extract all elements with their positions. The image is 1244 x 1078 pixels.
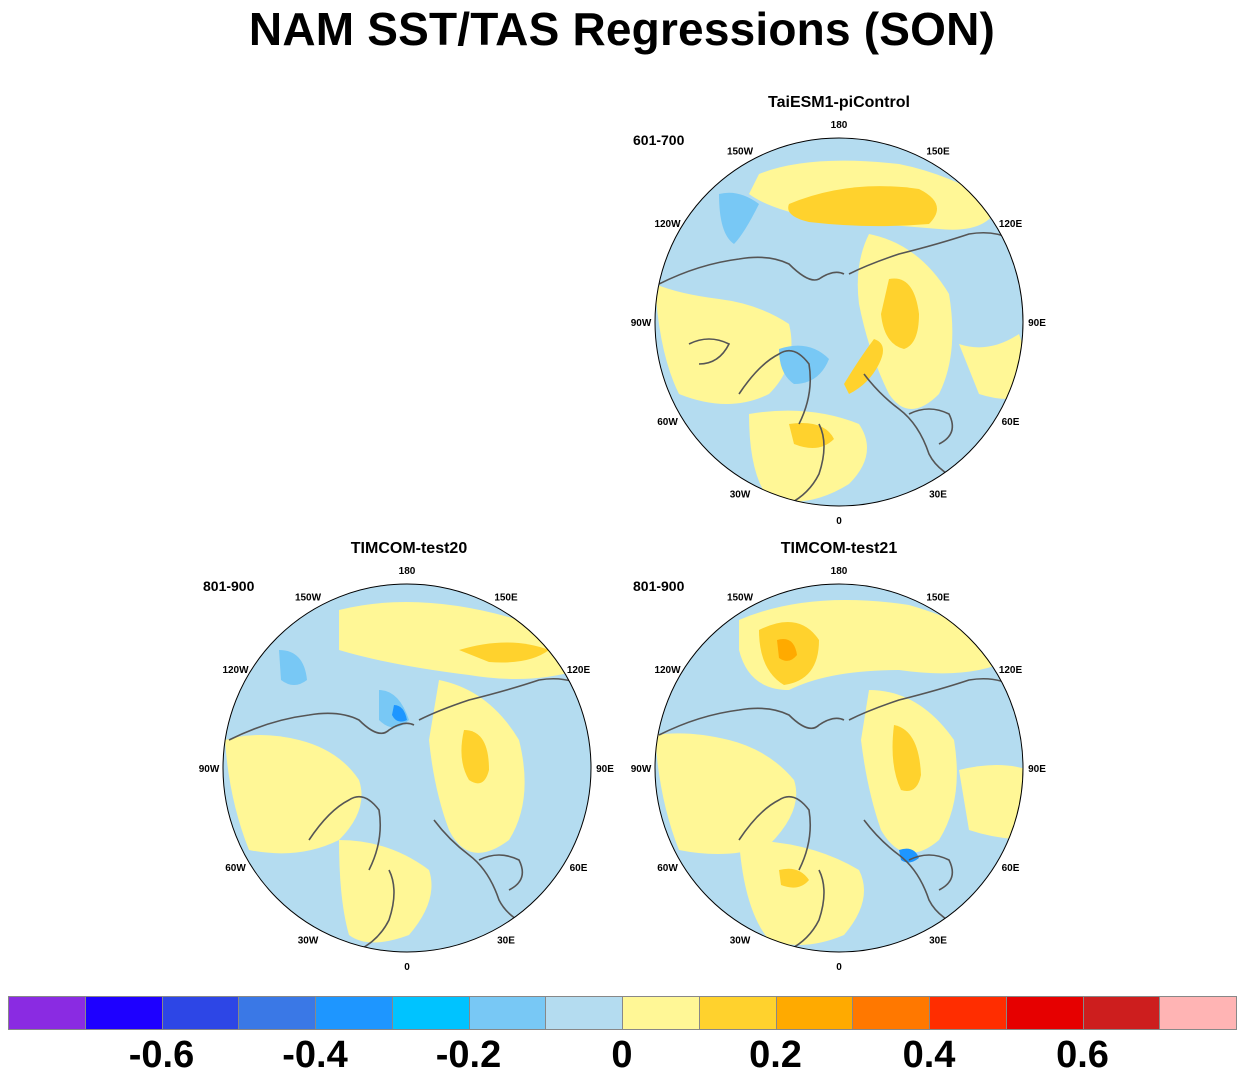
longitude-label: 120W [654, 219, 681, 230]
longitude-label: 150W [727, 593, 754, 604]
panel-title: TaiESM1-piControl [768, 94, 910, 111]
longitude-label: 150E [926, 593, 950, 604]
coastlines [658, 677, 1020, 951]
longitude-label: 30W [730, 490, 751, 501]
longitude-label: 150E [494, 593, 518, 604]
longitude-label: 90E [596, 764, 614, 775]
field-contours [655, 584, 1023, 952]
longitude-label: 60W [657, 863, 678, 874]
longitude-label: 90E [1028, 318, 1046, 329]
colorbar-labels: -0.6 -0.4 -0.2 0 0.2 0.4 0.6 [0, 1034, 1244, 1078]
map-boundary [654, 583, 1024, 953]
polar-map: 180 150E 120E 90E 60E 30E 0 30W 60W 90W 120W 150W [631, 120, 1047, 527]
colorbar-swatch [698, 996, 777, 1030]
panel-timcom-test20: TIMCOM-test20 801-900 180 150E 120E 90E 60E 3… [189, 540, 629, 980]
longitude-label: 180 [399, 566, 416, 577]
longitude-label: 30E [497, 936, 515, 947]
longitude-label: 0 [836, 962, 842, 973]
colorbar-swatch [468, 996, 547, 1030]
map-boundary [222, 583, 592, 953]
longitude-label: 150W [727, 147, 754, 158]
longitude-label: 90W [631, 764, 652, 775]
panel-taiesm-picontrol: TaiESM1-piControl 601-700 18 [619, 94, 1059, 534]
longitude-label: 30E [929, 936, 947, 947]
longitude-label: 60E [1002, 863, 1020, 874]
colorbar-swatch [775, 996, 854, 1030]
colorbar-swatch [1159, 996, 1237, 1030]
panel-title: TIMCOM-test20 [350, 540, 468, 557]
colorbar-swatch [1082, 996, 1161, 1030]
longitude-label: 150W [295, 593, 322, 604]
colorbar [8, 996, 1237, 1032]
colorbar-swatch [84, 996, 163, 1030]
colorbar-swatch [315, 996, 393, 1030]
longitude-label: 30W [730, 936, 751, 947]
colorbar-label: 0.6 [1056, 1034, 1109, 1076]
field-contours [655, 138, 1023, 506]
main-title: NAM SST/TAS Regressions (SON) [248, 3, 996, 55]
colorbar-swatch [8, 996, 86, 1030]
longitude-label: 0 [404, 962, 410, 973]
colorbar-swatch [852, 996, 930, 1030]
longitude-label: 30E [929, 490, 947, 501]
panel-period-label: 601-700 [633, 132, 685, 148]
longitude-label: 90E [1028, 764, 1046, 775]
colorbar-label: -0.4 [282, 1034, 348, 1076]
longitude-label: 90W [199, 764, 220, 775]
field-contours [223, 584, 591, 952]
coastlines [658, 231, 1020, 505]
colorbar-swatch [929, 996, 1007, 1030]
longitude-label: 120E [999, 665, 1023, 676]
longitude-label: 60E [1002, 417, 1020, 428]
longitude-label: 120E [999, 219, 1023, 230]
longitude-labels: 180 150E 120E 90E 60E 30E 0 30W 60W 90W 120W 150W [631, 566, 1047, 973]
colorbar-swatch [391, 996, 470, 1030]
moderate-negative-fill [719, 192, 759, 244]
map-boundary [654, 137, 1024, 507]
colorbar-label: -0.2 [435, 1034, 502, 1076]
panel-timcom-test21: TIMCOM-test21 801-900 180 150E 120E 90E 60E 3… [619, 540, 1059, 980]
longitude-label: 180 [831, 120, 848, 131]
colorbar-label: 0 [611, 1034, 633, 1076]
colorbar-swatch [1005, 996, 1084, 1030]
polar-map: 180 150E 120E 90E 60E 30E 0 30W 60W 90W 120W 150W [199, 566, 615, 973]
colorbar-swatch [622, 996, 700, 1030]
longitude-label: 150E [926, 147, 950, 158]
longitude-labels: 180 150E 120E 90E 60E 30E 0 30W 60W 90W 120W 150W [199, 566, 615, 973]
longitude-label: 120W [654, 665, 681, 676]
colorbar-label: 0.2 [749, 1034, 802, 1076]
panel-period-label: 801-900 [203, 578, 255, 594]
polar-map: 180 150E 120E 90E 60E 30E 0 30W 60W 90W 120W 150W [631, 566, 1047, 973]
colorbar-label: 0.4 [902, 1034, 956, 1076]
colorbar-swatch [545, 996, 623, 1030]
longitude-label: 60W [225, 863, 246, 874]
colorbar-swatch [238, 996, 316, 1030]
longitude-label: 120W [222, 665, 249, 676]
longitude-label: 180 [831, 566, 848, 577]
colorbar-label: -0.6 [128, 1034, 195, 1076]
longitude-label: 30W [298, 936, 319, 947]
panel-period-label: 801-900 [633, 578, 685, 594]
colorbar-swatch [161, 996, 240, 1030]
moderate-positive-fill [788, 186, 937, 227]
longitude-label: 60W [657, 417, 678, 428]
longitude-label: 60E [570, 863, 588, 874]
longitude-label: 120E [567, 665, 591, 676]
longitude-label: 0 [836, 516, 842, 527]
panel-title: TIMCOM-test21 [780, 540, 898, 557]
longitude-labels: 180 150E 120E 90E 60E 30E 0 30W 60W 90W 120W 150W [631, 120, 1047, 527]
longitude-label: 90W [631, 318, 652, 329]
